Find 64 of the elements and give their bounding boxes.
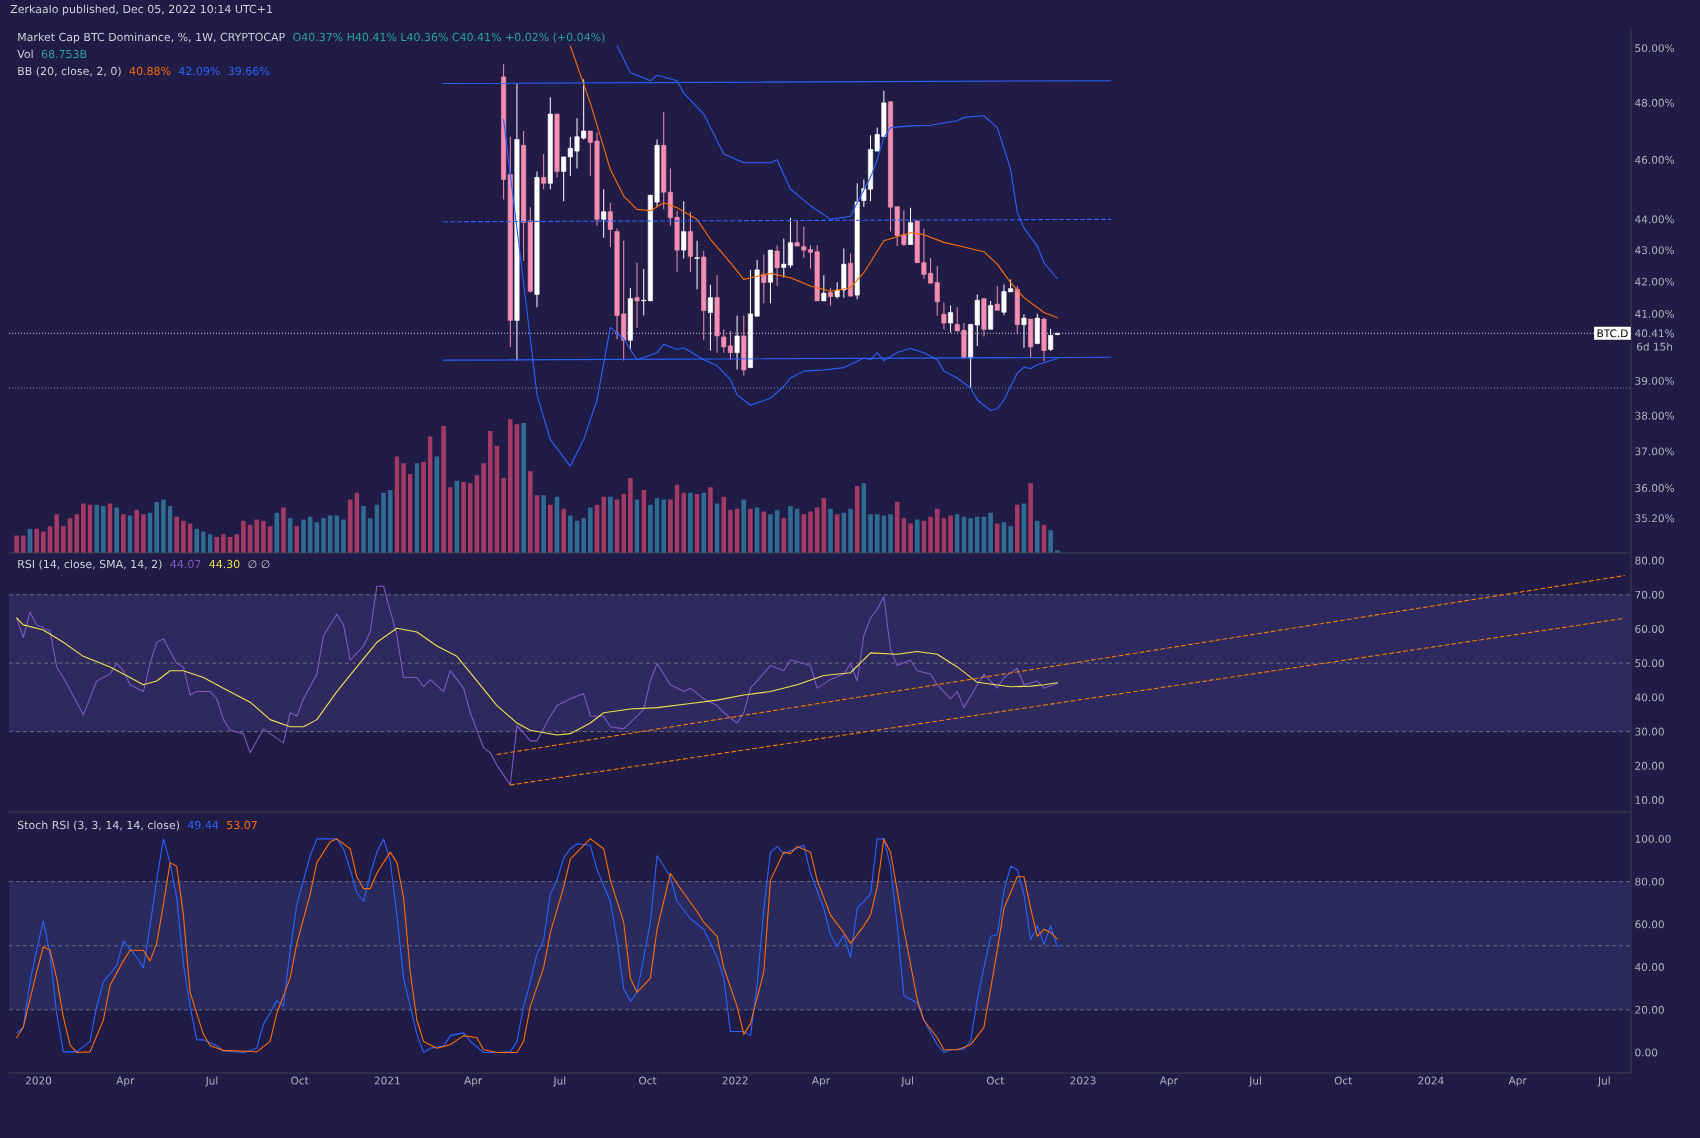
x-tick-label: Jul [900,1076,914,1087]
text: Stoch RSI (3, 3, 14, 14, close) [17,820,180,831]
y-tick-label: 50.00 [1635,659,1664,668]
x-tick-label: 2024 [1418,1076,1444,1085]
annotation: 42.09% [178,66,220,76]
y-tick-label: 0.00 [1635,1048,1658,1057]
x-tick-label: Apr [1159,1076,1178,1087]
x-tick-label: Jul [552,1076,566,1087]
x-tick-label: Oct [986,1076,1005,1085]
y-tick-label: 35.20% [1635,514,1675,523]
y-tick-label: 10.00 [1635,796,1664,804]
x-tick-label: Apr [811,1076,831,1087]
y-tick-label: 60.00 [1635,920,1664,929]
annotation: 39.66% [228,66,270,76]
y-tick-label: 46.00% [1635,155,1675,164]
y-tick-label: 39.00% [1635,376,1675,385]
text: 6d 15h [1636,342,1673,351]
y-tick-label: 37.00% [1635,447,1675,456]
y-tick-label: 41.00% [1635,309,1675,318]
y-tick-label: 50.00% [1635,44,1675,53]
y-tick-label: 20.00 [1635,761,1664,770]
annotation: 44.07 [170,559,201,569]
annotation: BB (20, close, 2, 0) [18,66,121,77]
x-tick-label: 2022 [722,1076,748,1085]
annotation: ∅ ∅ [248,560,270,569]
annotation: 44.30 [209,559,240,569]
annotation: 68.753B [41,49,87,59]
y-tick-label: 40.00 [1635,693,1664,702]
annotation: 40.88% [129,66,171,76]
y-tick-label: 40.41% [1635,329,1675,338]
ref-line-label: BTC.D [1597,329,1628,338]
x-tick-label: Oct [639,1076,657,1085]
y-tick-label: 38.00% [1635,411,1675,420]
x-tick-label: Apr [116,1076,135,1087]
x-tick-label: Apr [1508,1076,1527,1087]
x-tick-label: Jul [1248,1076,1261,1087]
y-tick-label: 44.00% [1635,215,1675,224]
annotation: 49.44 [187,820,219,830]
y-tick-label: 20.00 [1635,1005,1664,1014]
x-tick-label: Apr [464,1076,483,1087]
x-tick-label: 2023 [1070,1076,1096,1085]
y-tick-label: 80.00 [1635,556,1664,565]
x-tick-label: 2021 [374,1076,400,1085]
y-tick-label: 48.00% [1635,98,1675,107]
y-tick-label: 43.00% [1635,246,1675,255]
y-tick-label: 36.00% [1635,484,1675,493]
x-tick-label: Jul [1597,1076,1610,1087]
text: Zerkaalo published, Dec 05, 2022 10:14 UTC+1 [10,4,272,16]
y-tick-label: 100.00 [1635,834,1671,843]
y-tick-label: 60.00 [1635,624,1664,633]
x-tick-label: Jul [205,1076,218,1087]
text: RSI (14, close, SMA, 14, 2) [18,559,162,570]
chart-title: Vol [17,49,33,59]
x-tick-label: Oct [1334,1076,1353,1085]
x-tick-label: Oct [291,1076,309,1085]
annotation: O40.37% H40.41% L40.36% C40.41% +0.02% (+0.04%) [293,32,605,43]
y-tick-label: 80.00 [1635,877,1664,886]
text: Market Cap BTC Dominance, %, 1W, CRYPTOCAP [18,32,285,44]
y-tick-label: 30.00 [1635,727,1664,736]
y-tick-label: 42.00% [1635,277,1675,286]
annotation: 53.07 [227,820,257,830]
x-tick-label: 2020 [25,1076,52,1085]
y-tick-label: 70.00 [1635,590,1664,599]
y-tick-label: 40.00 [1635,963,1664,972]
